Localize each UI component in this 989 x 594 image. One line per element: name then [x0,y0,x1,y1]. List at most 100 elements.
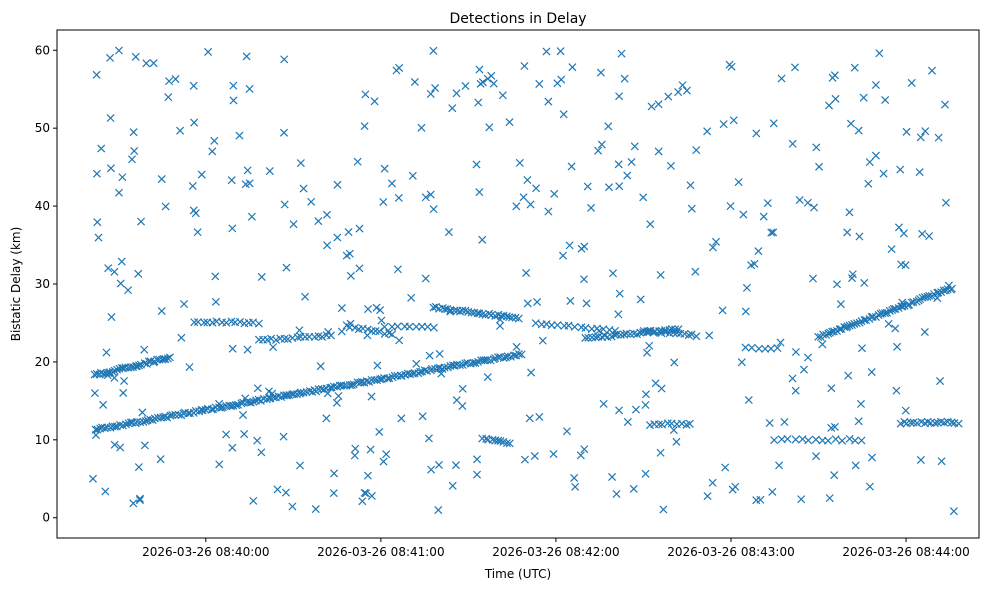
data-point [887,245,896,254]
data-point [177,333,186,342]
data-point [636,295,645,304]
data-point [614,310,623,319]
data-point [641,469,650,478]
data-point [190,118,199,127]
data-point [615,92,624,101]
data-point [666,161,675,170]
data-point [691,267,700,276]
y-tick-label: 20 [35,355,50,369]
data-point [502,312,511,321]
data-point [88,474,97,483]
data-point [582,299,591,308]
data-point [134,463,143,472]
data-point [478,310,487,319]
data-point [110,422,119,431]
data-point [830,471,839,480]
data-point [429,205,438,214]
data-point [451,461,460,470]
data-point [547,321,556,330]
data-point [791,386,800,395]
data-point [418,412,427,421]
data-point [647,102,656,111]
data-point [249,496,258,505]
data-point [332,382,341,391]
data-point [747,343,756,352]
data-point [645,341,654,350]
data-point [110,440,119,449]
data-point [210,136,219,145]
data-point [139,417,148,427]
data-point [228,443,237,452]
data-point [307,197,316,206]
data-point [594,326,604,335]
data-point [526,200,535,209]
data-point [358,497,367,506]
data-point [157,306,166,316]
data-point [512,202,521,211]
data-point [857,344,866,353]
data-point [520,61,529,71]
data-point [845,321,854,330]
data-point [949,507,958,516]
data-point [288,502,297,511]
data-point [881,95,890,105]
data-point [377,316,386,325]
data-point [934,133,943,142]
data-point [316,362,325,371]
data-point [580,242,589,251]
data-point [165,77,174,86]
data-point [692,332,701,341]
data-point [562,427,571,436]
data-point [527,368,536,377]
data-point [708,478,717,487]
data-point [533,297,542,307]
data-point [920,327,929,337]
data-point [654,420,663,429]
data-point [566,296,575,305]
data-point [349,380,358,389]
data-point [282,263,291,272]
data-point [729,116,738,125]
data-point [629,484,638,493]
data-point [855,232,864,241]
data-point [615,289,624,298]
data-point [363,331,372,340]
data-point [641,390,650,399]
data-point [408,171,417,180]
data-point [684,331,693,340]
data-point [407,293,416,302]
data-point [898,298,907,307]
data-point [865,158,874,167]
data-point [101,487,110,496]
data-point [324,327,333,336]
data-point [615,182,624,191]
data-point [217,403,226,412]
data-point [579,275,589,284]
data-point [894,223,904,232]
data-point [475,65,484,74]
data-point [92,169,101,178]
data-point [642,348,652,357]
data-point [639,326,649,336]
data-point [247,212,256,221]
data-point [346,271,355,280]
data-point [121,420,131,429]
data-point [514,314,523,323]
data-point [608,269,618,278]
data-point [531,319,540,328]
data-point [734,178,743,187]
data-point [843,228,852,237]
data-point [846,119,855,128]
data-point [94,233,103,242]
data-point [240,430,249,439]
data-point [140,359,149,368]
data-point [874,310,883,320]
data-point [215,399,224,408]
data-point [847,320,856,329]
data-point [168,410,177,420]
data-point [854,126,863,135]
data-point [550,189,559,198]
data-point [686,181,695,190]
data-point [559,110,568,119]
data-point [754,344,763,353]
